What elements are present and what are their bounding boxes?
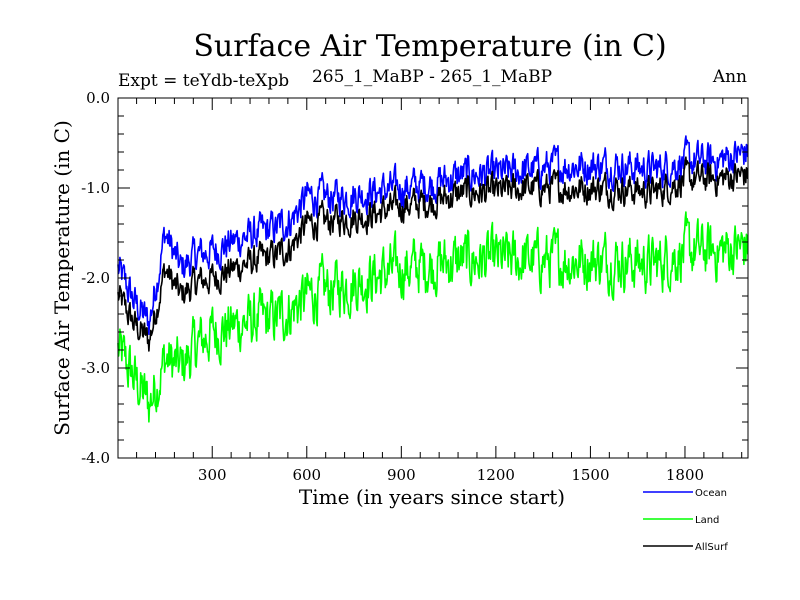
legend-label-allsurf: AllSurf xyxy=(695,542,728,553)
chart-subtitle-left: Expt = teYdb-teXpb xyxy=(118,71,289,91)
y-tick-label: -4.0 xyxy=(81,449,110,467)
series-line-ocean xyxy=(117,135,749,336)
x-tick-label: 900 xyxy=(387,466,416,484)
y-axis-label: Surface Air Temperature (in C) xyxy=(50,120,74,436)
series-line-allsurf xyxy=(117,156,749,352)
x-tick-label: 1200 xyxy=(477,466,515,484)
x-tick-label: 300 xyxy=(198,466,227,484)
chart-subtitle-right: Ann xyxy=(712,67,747,87)
y-tick-label: -2.0 xyxy=(81,269,110,287)
y-tick-label: -3.0 xyxy=(81,359,110,377)
legend-label-land: Land xyxy=(695,515,719,526)
chart-subtitle-center: 265_1_MaBP - 265_1_MaBP xyxy=(312,67,552,87)
y-tick-label: -1.0 xyxy=(81,179,110,197)
series-line-land xyxy=(117,211,749,423)
series-layer xyxy=(117,135,749,423)
chart-title: Surface Air Temperature (in C) xyxy=(193,29,666,64)
x-tick-label: 1500 xyxy=(571,466,609,484)
legend-label-ocean: Ocean xyxy=(695,488,727,499)
y-tick-label: 0.0 xyxy=(86,89,110,107)
legend: Ocean Land AllSurf xyxy=(643,488,728,553)
axis-layer: 300 600 900 1200 1500 1800 0.0 -1.0 -2.0 -3.0 -4.0 xyxy=(81,89,748,484)
x-tick-label: 1800 xyxy=(666,466,704,484)
x-tick-label: 600 xyxy=(292,466,321,484)
x-axis-label: Time (in years since start) xyxy=(299,485,565,509)
